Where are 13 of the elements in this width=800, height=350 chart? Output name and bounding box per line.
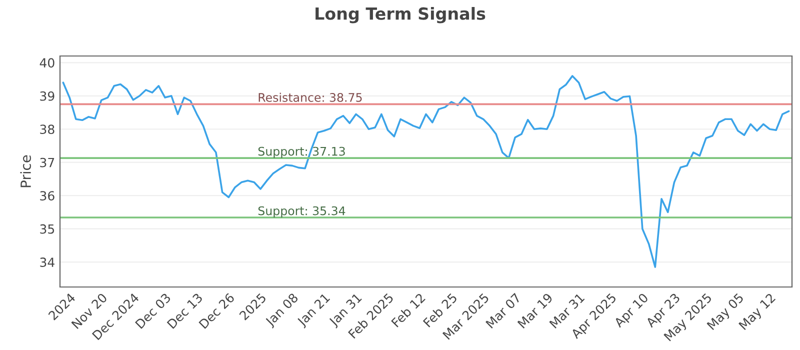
y-tick-label: 35 bbox=[40, 224, 54, 234]
y-tick-label: 34 bbox=[40, 258, 54, 267]
ref-line-label: Support: 37.13 bbox=[258, 146, 345, 158]
y-tick-label: 40 bbox=[40, 58, 54, 68]
y-axis-title: Price bbox=[20, 155, 31, 188]
y-tick-label: 36 bbox=[40, 191, 54, 201]
ref-line-label: Resistance: 38.75 bbox=[258, 92, 362, 102]
chart-title: Long Term Signals bbox=[316, 7, 486, 24]
y-tick-label: 39 bbox=[40, 91, 54, 101]
y-tick-label: 37 bbox=[40, 158, 54, 168]
line-series bbox=[62, 75, 790, 268]
y-tick-label: 38 bbox=[40, 124, 54, 134]
ref-line-label: Support: 35.34 bbox=[258, 206, 346, 218]
